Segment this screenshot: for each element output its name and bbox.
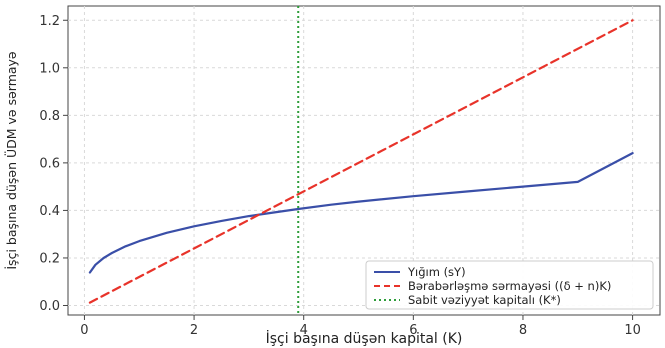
x-tick-label: 0 (80, 323, 88, 338)
y-tick-label: 1.2 (39, 14, 60, 29)
legend-label: Sabit vəziyyət kapitalı (K*) (408, 293, 561, 307)
y-axis-title: İşçi başına düşən ÜDM və sərmayə (3, 51, 19, 270)
legend-label: Yığım (sY) (407, 265, 466, 279)
x-tick-label: 10 (624, 323, 641, 338)
x-axis: 0 2 4 6 8 10 (80, 315, 641, 338)
y-tick-label: 0.6 (39, 156, 60, 171)
y-tick-label: 0.0 (39, 299, 60, 314)
x-tick-label: 8 (519, 323, 527, 338)
y-tick-label: 1.0 (39, 61, 60, 76)
x-tick-label: 2 (190, 323, 198, 338)
x-tick-label: 4 (300, 323, 308, 338)
y-tick-label: 0.4 (39, 204, 60, 219)
y-axis: 0.0 0.2 0.4 0.6 0.8 1.0 1.2 (39, 14, 68, 314)
series-layer (88, 6, 634, 315)
legend: Yığım (sY)Bərabərləşmə sərmayəsi ((δ + n… (365, 260, 654, 310)
y-tick-label: 0.8 (39, 109, 60, 124)
x-tick-label: 6 (409, 323, 417, 338)
legend-label: Bərabərləşmə sərmayəsi ((δ + n)K) (408, 279, 611, 293)
series-line (88, 19, 634, 304)
series-line (88, 152, 634, 274)
y-tick-label: 0.2 (39, 251, 60, 266)
x-axis-title: İşçi başına düşən kapital (K) (266, 329, 463, 347)
legend-box (365, 260, 654, 310)
